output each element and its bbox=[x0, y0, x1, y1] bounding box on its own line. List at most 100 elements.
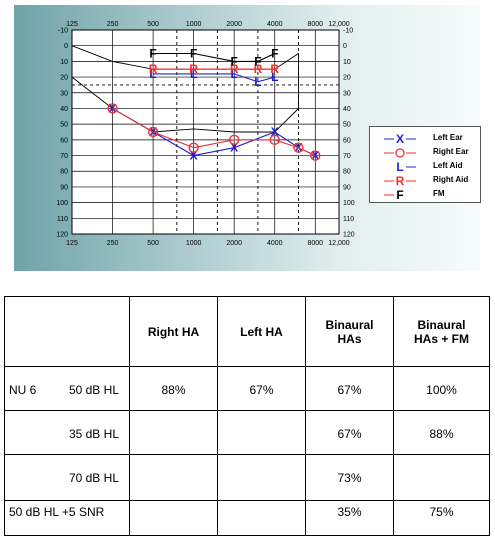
legend-label: Left Aid bbox=[433, 161, 463, 170]
table-row: 50 dB HL +5 SNR 35% 75% bbox=[4, 500, 490, 536]
legend-item-right-ear: Right Ear bbox=[370, 145, 480, 159]
left-aid-line bbox=[153, 73, 275, 83]
fm-line bbox=[153, 52, 275, 62]
table-cell bbox=[217, 410, 306, 455]
table-row: 35 dB HL 67% 88% bbox=[4, 410, 490, 455]
right-aid-point: R bbox=[189, 62, 198, 76]
y-tick-label-left: 50 bbox=[60, 122, 68, 129]
table-cell bbox=[393, 454, 490, 501]
legend-left-ear-symbol: X bbox=[384, 132, 416, 145]
y-tick-label-left: 60 bbox=[60, 137, 68, 144]
fm-point: F bbox=[231, 54, 238, 68]
legend-item-left-aid: L Left Aid bbox=[370, 159, 480, 173]
row-label: 70 dB HL bbox=[4, 454, 130, 501]
y-tick-label-left: 40 bbox=[60, 106, 68, 113]
audiogram-chart: 1251252502505005001000100020002000400040… bbox=[56, 21, 355, 247]
legend-item-right-aid: R Right Aid bbox=[370, 173, 480, 187]
y-tick-label-right: 30 bbox=[343, 90, 351, 97]
y-tick-label-right: 10 bbox=[343, 59, 351, 66]
table-cell: 67% bbox=[217, 366, 306, 411]
svg-text:X: X bbox=[396, 132, 404, 145]
y-tick-label-right: 70 bbox=[343, 153, 351, 160]
legend-label: Left Ear bbox=[433, 133, 463, 142]
table-cell: 100% bbox=[393, 366, 490, 411]
y-tick-label-left: 90 bbox=[60, 184, 68, 191]
right-aid-point: R bbox=[149, 62, 158, 76]
audiogram-panel: 125 125 250 250 500 500 1000 1000 2000 2000 4000 40… bbox=[14, 5, 481, 271]
x-tick-label-bottom: 500 bbox=[147, 240, 159, 247]
x-tick-label-bottom: 1000 bbox=[186, 240, 202, 247]
row-label: NU 6 50 dB HL bbox=[4, 366, 130, 411]
fm-point: F bbox=[271, 47, 278, 61]
legend-label: Right Ear bbox=[433, 147, 469, 156]
y-tick-label-left: 100 bbox=[56, 200, 68, 207]
right-ear-point bbox=[293, 142, 304, 153]
results-table: Right HA Left HA Binaural HAs Binaural HAs… bbox=[4, 296, 490, 536]
right-ear-point bbox=[147, 126, 159, 138]
plot-area bbox=[71, 29, 340, 235]
chart-legend: X Left Ear Right Ear L Left Aid R bbox=[369, 126, 481, 203]
table-header-row: Right HA Left HA Binaural HAs Binaural HAs… bbox=[4, 296, 490, 367]
fm-point: F bbox=[149, 47, 156, 61]
y-tick-label-right: 0 bbox=[343, 43, 347, 50]
right-ear-line bbox=[112, 108, 316, 156]
svg-text:R: R bbox=[396, 174, 405, 187]
y-tick-label-left: 70 bbox=[60, 153, 68, 160]
table-cell bbox=[129, 410, 218, 455]
x-tick-label-top: 125 bbox=[66, 21, 78, 28]
x-tick-label-bottom: 4000 bbox=[267, 240, 283, 247]
row-test: NU 6 bbox=[9, 383, 37, 397]
y-tick-label-left: 0 bbox=[64, 43, 68, 50]
x-tick-label-top: 4000 bbox=[267, 21, 283, 28]
x-tick-label-top: 500 bbox=[147, 21, 159, 28]
header-left-ha: Left HA bbox=[217, 296, 306, 367]
table-cell bbox=[129, 500, 218, 536]
y-tick-label-left: 30 bbox=[60, 90, 68, 97]
y-tick-label-right: 90 bbox=[343, 184, 351, 191]
x-tick-label-bottom: 2000 bbox=[226, 240, 242, 247]
y-tick-label-right: 80 bbox=[343, 169, 351, 176]
svg-text:F: F bbox=[396, 188, 403, 201]
y-tick-label-right: -10 bbox=[343, 28, 353, 35]
table-cell bbox=[217, 500, 306, 536]
table-row: 70 dB HL 73% bbox=[4, 454, 490, 501]
legend-right-aid-symbol: R bbox=[384, 174, 416, 187]
x-tick-label-bottom: 250 bbox=[107, 240, 119, 247]
x-tick-label-top: 2000 bbox=[226, 21, 242, 28]
left-aid-point: L bbox=[254, 75, 261, 89]
svg-text:L: L bbox=[396, 160, 403, 173]
x-tick-label-bottom: 12,000 bbox=[328, 240, 350, 247]
right-ear-point bbox=[310, 150, 321, 161]
right-ear-point bbox=[269, 134, 280, 146]
table-cell: 35% bbox=[305, 500, 394, 536]
y-tick-label-right: 20 bbox=[343, 75, 351, 82]
table-cell bbox=[217, 454, 306, 501]
row-level: 50 dB HL bbox=[68, 383, 119, 397]
y-tick-label-right: 50 bbox=[343, 122, 351, 129]
table-cell: 88% bbox=[393, 410, 490, 455]
table-row: NU 6 50 dB HL 88% 67% 67% 100% bbox=[4, 366, 490, 411]
legend-item-left-ear: X Left Ear bbox=[370, 131, 480, 145]
y-tick-label-right: 100 bbox=[343, 200, 355, 207]
header-binaural-has: Binaural HAs bbox=[305, 296, 394, 367]
y-tick-label-right: 60 bbox=[343, 137, 351, 144]
row-label: 35 dB HL bbox=[4, 410, 130, 455]
x-tick-label-top: 12,000 bbox=[328, 21, 350, 28]
table-cell bbox=[129, 454, 218, 501]
fm-point: F bbox=[254, 54, 261, 68]
table-cell: 67% bbox=[305, 410, 394, 455]
header-right-ha: Right HA bbox=[129, 296, 218, 367]
x-tick-label-top: 250 bbox=[107, 21, 119, 28]
row-level: 35 dB HL bbox=[68, 427, 119, 441]
right-ear-point bbox=[188, 142, 199, 153]
table-cell: 88% bbox=[129, 366, 218, 411]
table-cell: 67% bbox=[305, 366, 394, 411]
legend-item-fm: F FM bbox=[370, 187, 480, 201]
fm-point: F bbox=[190, 47, 197, 61]
legend-fm-symbol: F bbox=[384, 188, 404, 201]
y-tick-label-left: -10 bbox=[58, 28, 68, 35]
row-label: 50 dB HL +5 SNR bbox=[4, 500, 130, 536]
table-cell: 73% bbox=[305, 454, 394, 501]
y-tick-label-left: 120 bbox=[56, 232, 68, 239]
y-tick-label-right: 120 bbox=[343, 232, 355, 239]
